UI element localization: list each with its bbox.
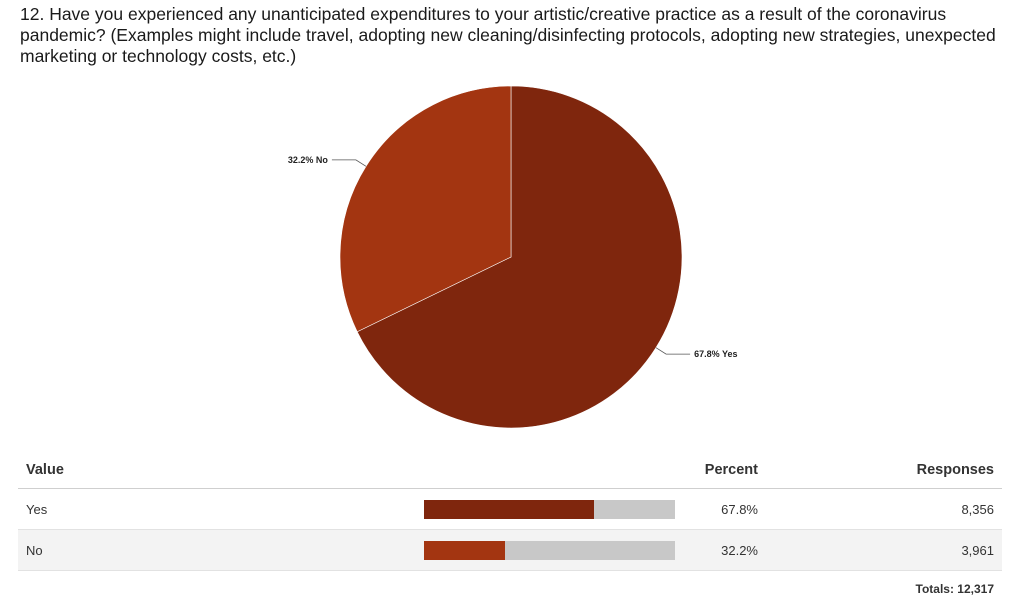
pie-labels: 67.8% Yes 32.2% No [288,155,738,359]
question-title: 12. Have you experienced any unanticipat… [20,4,996,66]
row-responses: 3,961 [758,529,1002,571]
table-row: Yes 67.8% 8,356 [18,488,1002,530]
row-value: No [18,529,424,571]
pie-chart: 67.8% Yes 32.2% No [288,85,738,429]
leader-line-no [331,159,367,167]
pie-slice-no [339,85,512,333]
row-value: Yes [18,488,424,530]
table-row: No 32.2% 3,961 [18,529,1002,571]
percent-bar-fill [424,540,505,560]
row-percent: 67.8% [676,488,758,530]
pie-label-no: 32.2% No [288,155,329,165]
row-bar-cell [424,529,676,571]
pie-slices [339,85,683,429]
pie-leader-lines [331,159,691,355]
row-bar-cell [424,488,676,530]
header-responses: Responses [758,452,1002,489]
totals-text: Totals: 12,317 [18,570,1002,607]
table-header-row: Value Percent Responses [18,452,1002,489]
header-percent: Percent [676,452,758,489]
pie-label-yes: 67.8% Yes [694,349,737,359]
row-percent: 32.2% [676,529,758,571]
results-table: Value Percent Responses Yes 67.8% 8,356 … [18,452,1002,607]
percent-bar-track [424,499,675,519]
row-responses: 8,356 [758,488,1002,530]
totals-row: Totals: 12,317 [18,570,1002,607]
leader-line-yes [655,347,691,355]
header-bar-spacer [424,452,676,489]
header-value: Value [18,452,424,489]
pie-slice-yes [356,85,683,429]
percent-bar-fill [424,499,595,519]
percent-bar-track [424,540,675,560]
